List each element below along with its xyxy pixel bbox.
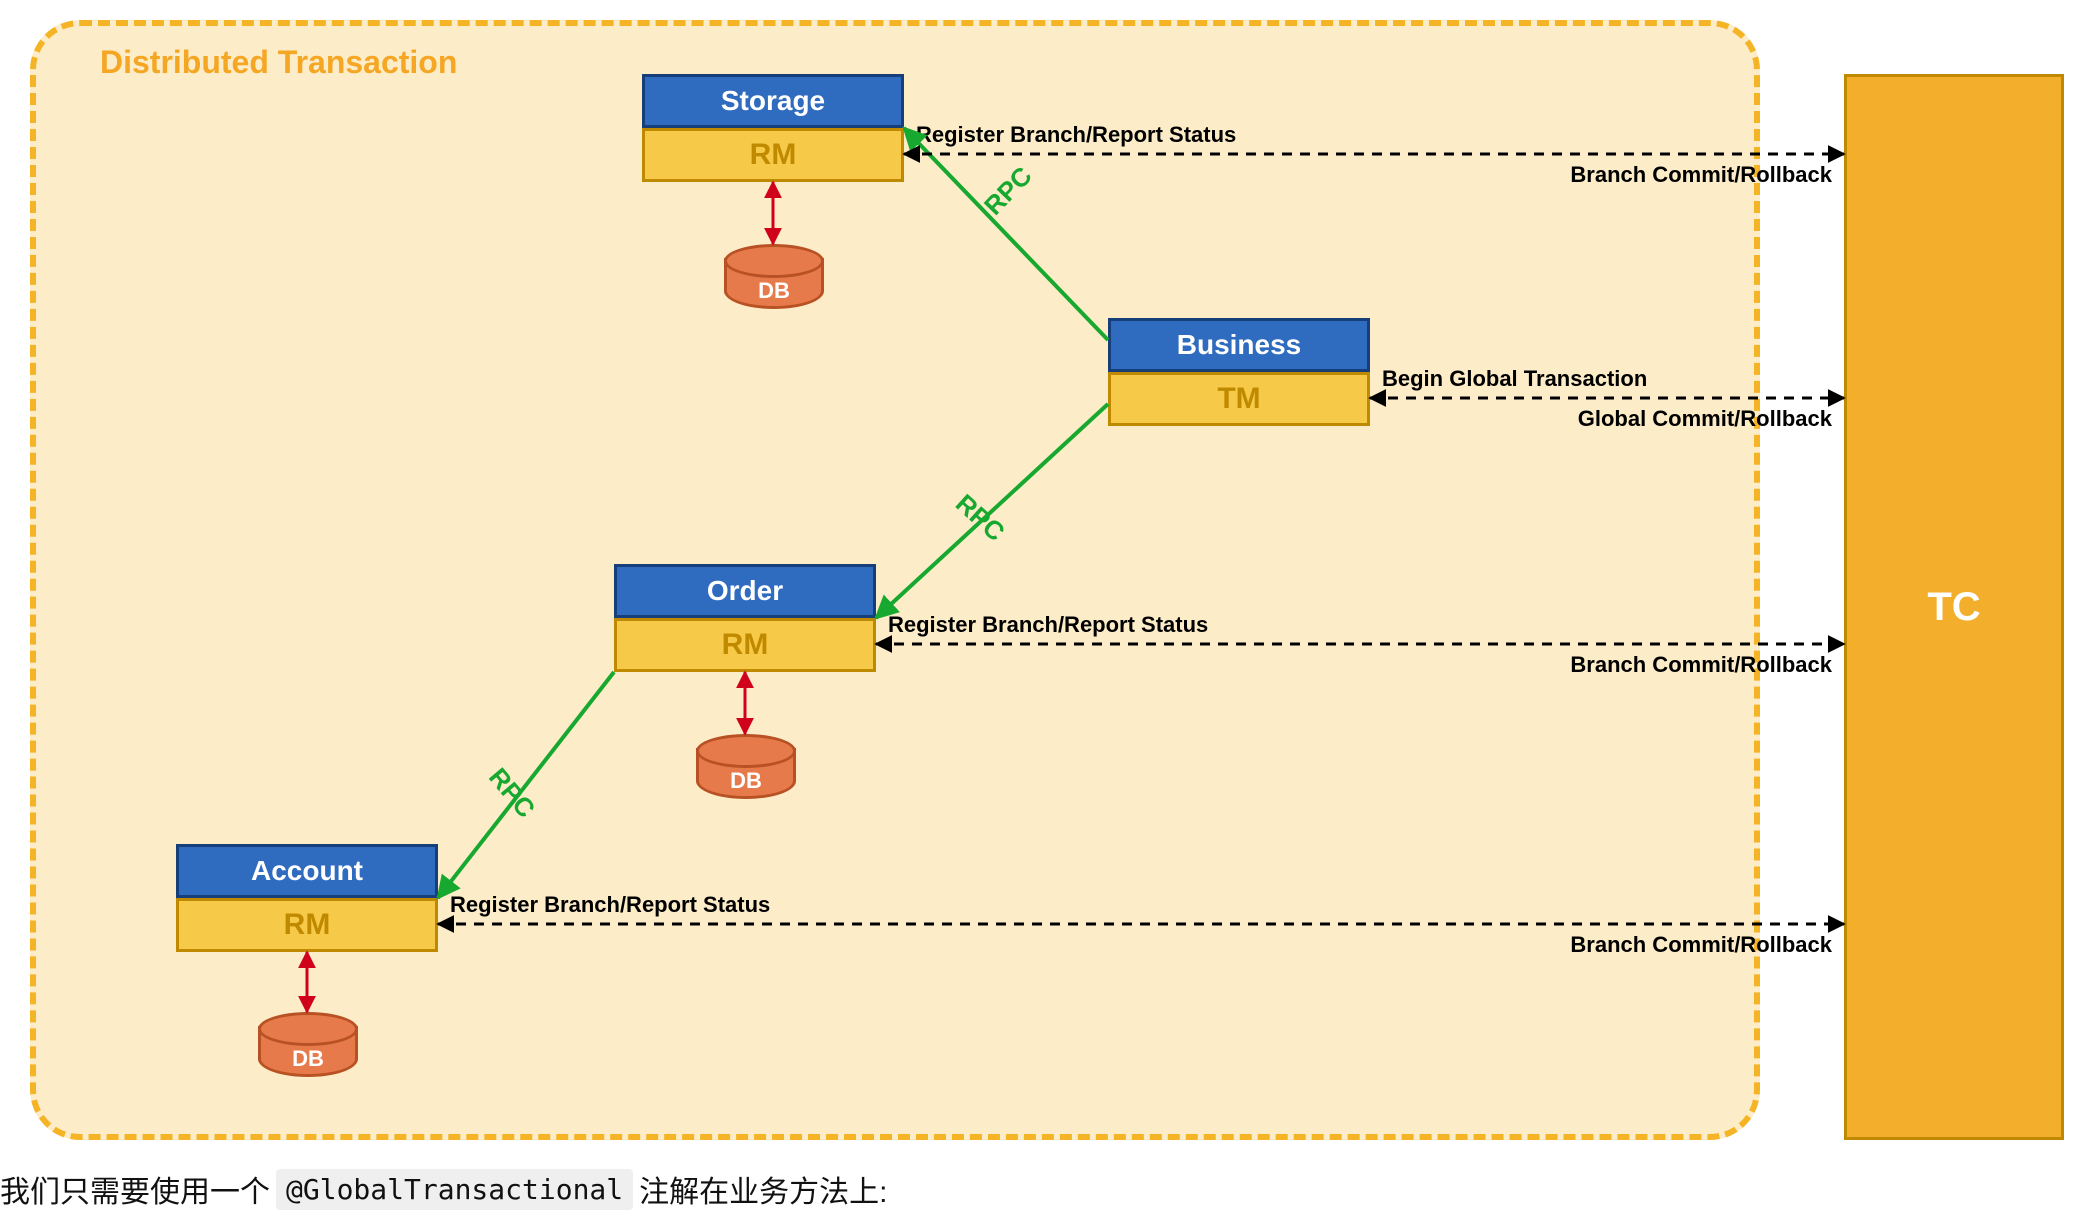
distributed-transaction-box xyxy=(30,20,1760,1140)
service-business-title: Business xyxy=(1108,318,1370,372)
service-order: Order RM xyxy=(614,564,876,672)
tc-link-bot-label: Global Commit/Rollback xyxy=(1578,406,1832,432)
service-account-role: RM xyxy=(176,898,438,952)
db-order-label: DB xyxy=(696,768,796,794)
service-storage-title: Storage xyxy=(642,74,904,128)
tc-link-bot-label: Branch Commit/Rollback xyxy=(1570,652,1832,678)
db-account: DB xyxy=(258,1012,358,1077)
service-account: Account RM xyxy=(176,844,438,952)
tc-label: TC xyxy=(1927,585,1980,630)
tc-link-bot-label: Branch Commit/Rollback xyxy=(1570,932,1832,958)
service-business-role: TM xyxy=(1108,372,1370,426)
distributed-transaction-title: Distributed Transaction xyxy=(100,44,457,81)
tc-link-bot-label: Branch Commit/Rollback xyxy=(1570,162,1832,188)
service-business: Business TM xyxy=(1108,318,1370,426)
caption-code: @GlobalTransactional xyxy=(276,1169,633,1210)
service-order-role: RM xyxy=(614,618,876,672)
service-storage: Storage RM xyxy=(642,74,904,182)
db-account-label: DB xyxy=(258,1046,358,1072)
tc-block: TC xyxy=(1844,74,2064,1140)
tc-link-top-label: Register Branch/Report Status xyxy=(916,122,1236,148)
db-storage: DB xyxy=(724,244,824,309)
tc-link-top-label: Begin Global Transaction xyxy=(1382,366,1647,392)
caption-prefix: 我们只需要使用一个 xyxy=(0,1167,270,1211)
tc-link-top-label: Register Branch/Report Status xyxy=(450,892,770,918)
service-order-title: Order xyxy=(614,564,876,618)
tc-link-top-label: Register Branch/Report Status xyxy=(888,612,1208,638)
service-account-title: Account xyxy=(176,844,438,898)
caption-line: 我们只需要使用一个 @GlobalTransactional 注解在业务方法上: xyxy=(0,1167,888,1211)
db-storage-label: DB xyxy=(724,278,824,304)
caption-suffix: 注解在业务方法上: xyxy=(639,1167,887,1211)
service-storage-role: RM xyxy=(642,128,904,182)
diagram-stage: Distributed Transaction Storage RM Busin… xyxy=(0,0,2093,1223)
db-order: DB xyxy=(696,734,796,799)
